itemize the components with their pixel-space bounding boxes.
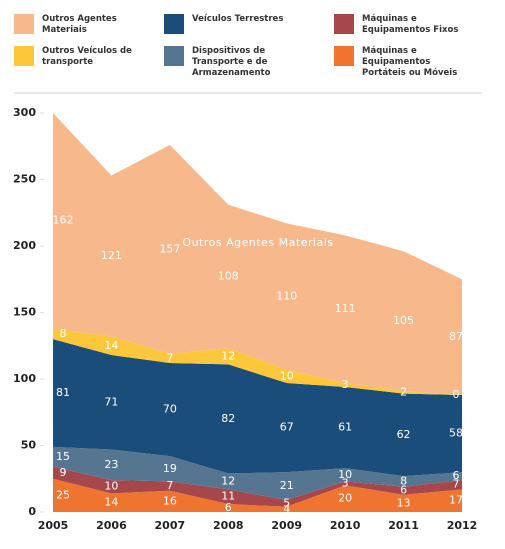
data-label: 105 — [393, 314, 414, 327]
data-label: 8 — [400, 474, 407, 487]
legend-swatch — [334, 46, 354, 66]
legend-item: Veículos Terrestres — [164, 14, 334, 36]
legend-swatch — [14, 14, 34, 34]
x-tick-label: 2007 — [155, 519, 186, 532]
data-label: 6 — [400, 484, 407, 497]
data-label: 157 — [159, 242, 180, 255]
data-label: 108 — [218, 270, 239, 283]
area — [53, 446, 462, 501]
legend-item: Dispositivos de Transporte e de Armazena… — [164, 46, 334, 79]
data-label: 10 — [338, 468, 352, 481]
data-label: 58 — [449, 427, 463, 440]
x-tick-label: 2006 — [96, 519, 127, 532]
y-tick-label: 150 — [13, 306, 36, 319]
x-tick-label: 2011 — [388, 519, 419, 532]
legend-label: Outros Veículos de transporte — [42, 46, 132, 67]
data-label: 4 — [283, 502, 290, 515]
y-tick-label: 0 — [28, 505, 36, 518]
y-tick-label: 50 — [21, 439, 37, 452]
data-label: 2 — [400, 385, 407, 398]
area — [53, 466, 462, 507]
data-label: 7 — [453, 478, 460, 491]
x-tick-label: 2012 — [447, 519, 478, 532]
data-label: 16 — [163, 494, 177, 507]
data-label: 7 — [166, 351, 173, 364]
legend-swatch — [14, 46, 34, 66]
legend-item: Outros Veículos de transporte — [14, 46, 164, 79]
data-label: 11 — [221, 490, 235, 503]
data-label: 71 — [104, 395, 118, 408]
data-label: 23 — [104, 458, 118, 471]
data-label: 6 — [453, 469, 460, 482]
data-label: 19 — [163, 462, 177, 475]
data-label: 17 — [449, 494, 463, 507]
y-tick-label: 200 — [13, 239, 36, 252]
data-label: 10 — [280, 369, 294, 382]
data-label: 82 — [221, 412, 235, 425]
data-label: 162 — [53, 214, 74, 227]
legend-swatch — [164, 14, 184, 34]
data-label: 61 — [338, 421, 352, 434]
legend-label: Máquinas e Equipamentos Portáteis ou Móv… — [362, 46, 458, 78]
area — [53, 328, 462, 395]
legend-swatch — [334, 14, 354, 34]
data-label: 62 — [397, 428, 411, 441]
x-tick-label: 2008 — [213, 519, 244, 532]
data-label: 15 — [56, 450, 70, 463]
data-label: 14 — [104, 339, 118, 352]
data-label: 3 — [342, 476, 349, 489]
data-label: 121 — [101, 249, 122, 262]
data-label: 81 — [56, 386, 70, 399]
data-label: 10 — [104, 480, 118, 493]
legend-item: Máquinas e Equipamentos Fixos — [334, 14, 494, 36]
data-label: 8 — [60, 327, 67, 340]
legend-label: Veículos Terrestres — [192, 14, 284, 24]
legend-label: Máquinas e Equipamentos Fixos — [362, 14, 459, 35]
data-label: 87 — [449, 330, 463, 343]
legend: Outros Agentes Materiais Veículos Terrest… — [14, 14, 494, 79]
area-annotation: Outros Agentes Materiais — [182, 236, 333, 249]
x-tick-label: 2009 — [271, 519, 302, 532]
data-label: 13 — [397, 496, 411, 509]
data-label: 7 — [166, 479, 173, 492]
data-label: 111 — [335, 302, 356, 315]
y-tick-label: 100 — [13, 372, 36, 385]
data-label: 6 — [225, 501, 232, 514]
legend-item: Outros Agentes Materiais — [14, 14, 164, 36]
data-label: 70 — [163, 403, 177, 416]
legend-label: Dispositivos de Transporte e de Armazena… — [192, 46, 271, 78]
data-label: 14 — [104, 496, 118, 509]
data-label: 110 — [276, 290, 297, 303]
data-label: 9 — [60, 466, 67, 479]
legend-label: Outros Agentes Materiais — [42, 14, 117, 35]
y-tick-label: 300 — [13, 106, 36, 119]
data-label: 20 — [338, 492, 352, 505]
data-label: 12 — [221, 474, 235, 487]
area — [53, 113, 462, 395]
area — [53, 478, 462, 512]
x-tick-label: 2010 — [330, 519, 361, 532]
y-tick-label: 250 — [13, 173, 36, 186]
data-label: 0 — [453, 388, 460, 401]
data-label: 3 — [342, 378, 349, 391]
data-label: 67 — [280, 421, 294, 434]
data-label: 5 — [283, 496, 290, 509]
legend-swatch — [164, 46, 184, 66]
x-tick-label: 2005 — [38, 519, 69, 532]
data-label: 25 — [56, 488, 70, 501]
data-label: 21 — [280, 479, 294, 492]
legend-item: Máquinas e Equipamentos Portáteis ou Móv… — [334, 46, 494, 79]
area — [53, 339, 462, 477]
data-label: 12 — [221, 349, 235, 362]
